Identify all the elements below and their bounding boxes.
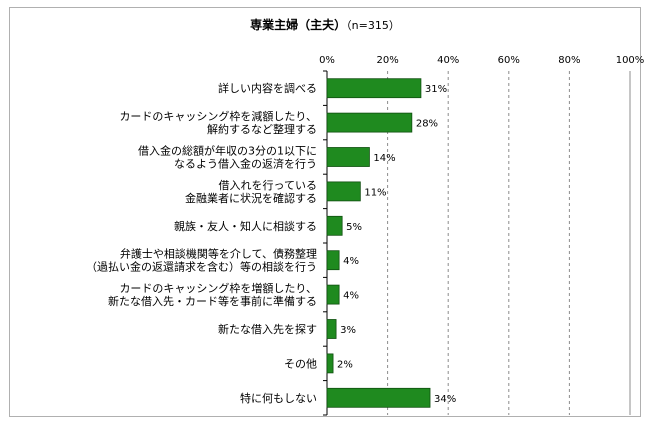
chart-frame: 専業主婦（主夫）（n=315） (9, 7, 641, 417)
category-label: 新たな借入先を探す (218, 322, 317, 336)
category-label: 弁護士や相談機関等を介して、債務整理 (120, 247, 317, 261)
category-label: （過払い金の返還請求を含む）等の相談を行う (86, 260, 317, 274)
x-tick-label: 20% (376, 55, 398, 66)
x-tick-label: 100% (616, 55, 645, 66)
category-label: 新たな借入先・カード等を事前に準備する (108, 294, 317, 308)
category-label: カードのキャッシング枠を減額したり、 (119, 109, 317, 123)
bar (326, 250, 340, 271)
chart-title-block: 専業主婦（主夫）（n=315） (10, 16, 640, 33)
x-tick-label: 40% (437, 55, 459, 66)
bar (326, 319, 337, 339)
category-label: 解約するなど整理する (207, 122, 317, 136)
bar (326, 353, 334, 374)
bar (326, 147, 370, 167)
bar (326, 284, 340, 305)
data-label: 3% (340, 325, 356, 336)
x-tick-label: 80% (558, 55, 580, 66)
data-label: 5% (346, 222, 362, 233)
bar (326, 78, 422, 99)
category-label: 借入れを行っている (219, 179, 317, 192)
category-label: 金融業者に状況を確認する (185, 191, 317, 205)
category-label: 詳しい内容を調べる (218, 81, 317, 95)
chart-subtitle: （n=315） (346, 19, 400, 32)
data-label: 4% (343, 256, 359, 267)
bar (326, 181, 361, 202)
category-label: なるよう借入金の返済を行う (174, 157, 317, 171)
category-label: 親族・友人・知人に相談する (174, 219, 317, 233)
category-label: 特に何もしない (240, 391, 317, 405)
x-tick-label: 60% (498, 55, 520, 66)
data-label: 2% (337, 359, 353, 370)
data-label: 14% (373, 153, 395, 164)
category-label: 借入金の総額が年収の3分の1以下に (138, 144, 317, 158)
chart-title: 専業主婦（主夫） (250, 18, 347, 32)
data-label: 28% (416, 119, 438, 130)
x-tick-label: 0% (319, 55, 335, 66)
data-label: 11% (364, 187, 386, 198)
category-label: カードのキャッシング枠を増額したり、 (119, 281, 317, 295)
data-label: 34% (434, 394, 456, 405)
bar (326, 215, 343, 236)
data-label: 4% (343, 291, 359, 302)
data-label: 31% (425, 84, 447, 95)
category-label: その他 (284, 357, 317, 370)
bar (326, 112, 413, 133)
bar (326, 387, 431, 408)
